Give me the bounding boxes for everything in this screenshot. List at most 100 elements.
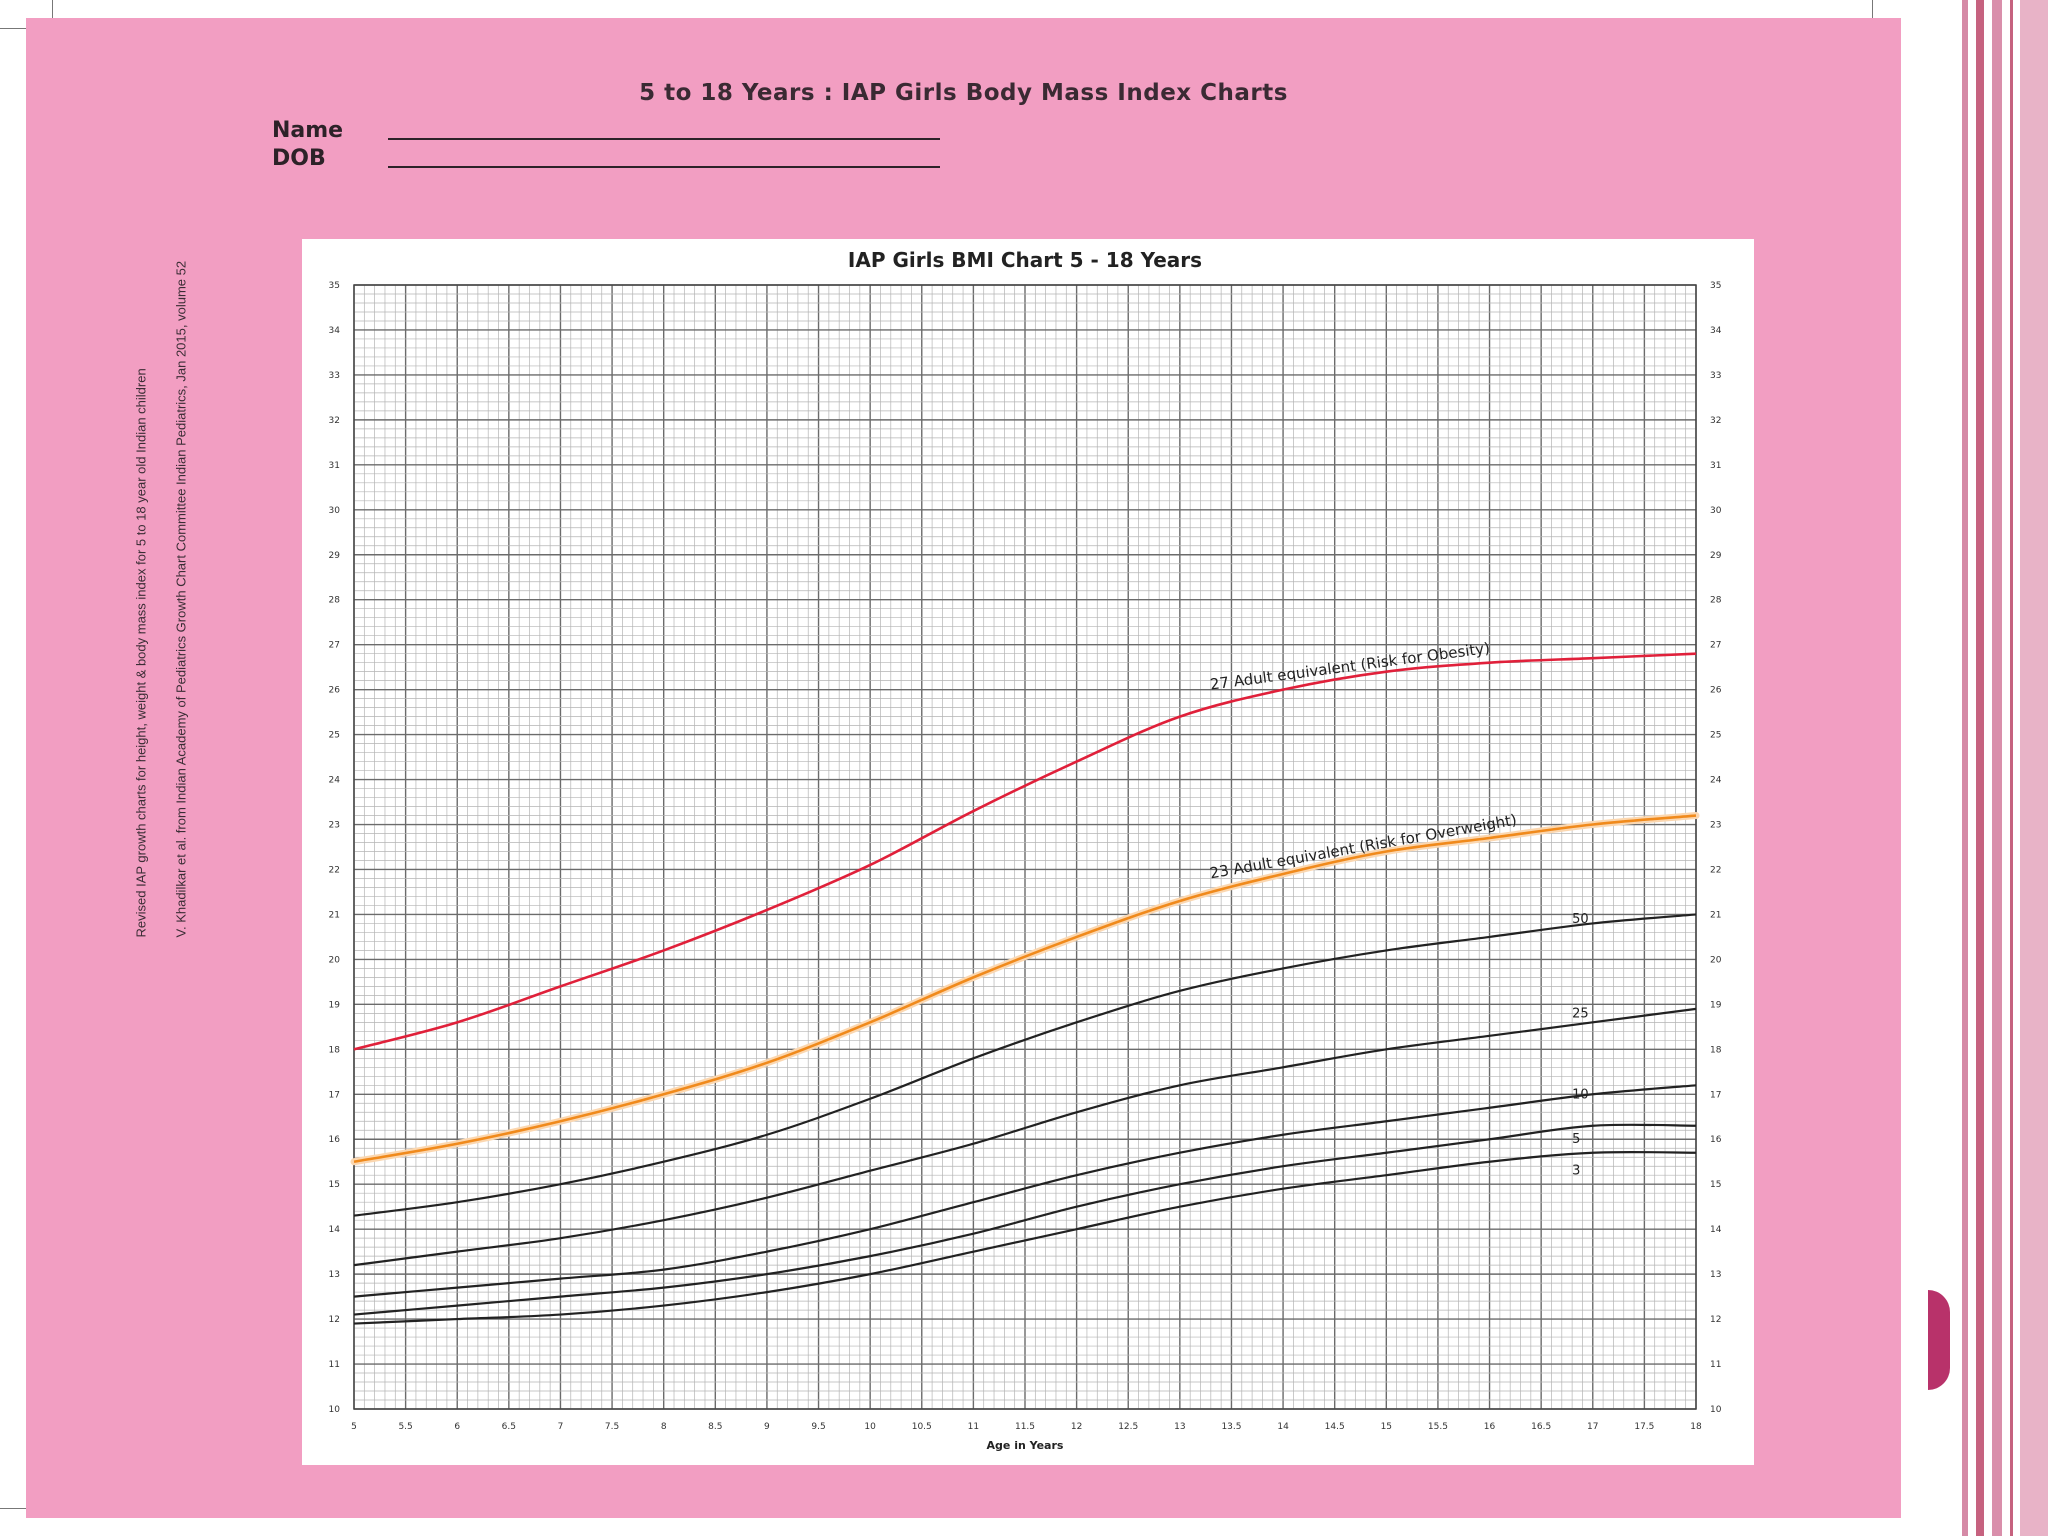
y-tick-label-right: 33 <box>1710 371 1721 381</box>
y-tick-label-left: 25 <box>329 731 340 741</box>
y-tick-label-left: 21 <box>329 910 340 920</box>
y-tick-label-right: 32 <box>1710 416 1721 426</box>
series-line <box>353 1084 1697 1298</box>
y-tick-label-right: 11 <box>1710 1360 1721 1370</box>
y-tick-label-left: 30 <box>329 506 341 516</box>
x-tick-label: 18 <box>1690 1422 1702 1432</box>
y-tick-label-right: 31 <box>1710 461 1721 471</box>
y-tick-label-left: 27 <box>329 641 340 651</box>
x-tick-label: 13 <box>1174 1422 1185 1432</box>
y-tick-label-left: 15 <box>329 1180 340 1190</box>
x-tick-label: 11 <box>968 1422 979 1432</box>
x-tick-label: 9.5 <box>811 1422 825 1432</box>
y-tick-label-right: 28 <box>1710 596 1722 606</box>
series-label-p10: 10 <box>1572 1087 1589 1102</box>
y-tick-label-left: 16 <box>329 1135 341 1145</box>
side-note-line2: V. Khadilkar et al. from Indian Academy … <box>173 260 189 938</box>
x-tick-label: 5 <box>351 1422 357 1432</box>
chart-panel: IAP Girls BMI Chart 5 - 18 Years Age in Y… <box>302 239 1754 1465</box>
x-tick-label: 6 <box>454 1422 460 1432</box>
series-line <box>353 913 1697 1217</box>
y-tick-label-left: 23 <box>329 821 340 831</box>
series-line <box>353 814 1697 1164</box>
y-tick-label-right: 13 <box>1710 1270 1721 1280</box>
x-tick-label: 16 <box>1484 1422 1496 1432</box>
y-tick-label-left: 28 <box>329 596 341 606</box>
x-tick-label: 15.5 <box>1428 1422 1448 1432</box>
y-tick-label-left: 12 <box>329 1315 340 1325</box>
x-tick-label: 12.5 <box>1118 1422 1138 1432</box>
y-tick-label-left: 22 <box>329 865 340 875</box>
y-tick-label-left: 32 <box>329 416 340 426</box>
y-tick-label-right: 26 <box>1710 686 1722 696</box>
y-tick-label-right: 20 <box>1710 955 1722 965</box>
series-label-p5: 5 <box>1572 1132 1580 1147</box>
y-tick-label-left: 10 <box>329 1405 341 1415</box>
y-tick-label-right: 14 <box>1710 1225 1722 1235</box>
y-tick-label-right: 12 <box>1710 1315 1721 1325</box>
y-tick-label-right: 27 <box>1710 641 1721 651</box>
x-tick-label: 14 <box>1277 1422 1289 1432</box>
decorative-bar <box>2010 0 2013 1536</box>
y-tick-label-right: 25 <box>1710 731 1721 741</box>
x-tick-label: 10.5 <box>912 1422 932 1432</box>
y-tick-label-left: 31 <box>329 461 340 471</box>
y-tick-label-left: 35 <box>329 281 340 291</box>
series-label-p3: 3 <box>1572 1164 1580 1179</box>
y-tick-label-left: 13 <box>329 1270 340 1280</box>
decorative-bar <box>1992 0 2002 1536</box>
name-line <box>388 138 940 140</box>
x-axis-label: Age in Years <box>987 1439 1064 1452</box>
x-tick-label: 11.5 <box>1015 1422 1035 1432</box>
y-tick-label-right: 22 <box>1710 865 1721 875</box>
y-tick-label-right: 23 <box>1710 821 1721 831</box>
slide-pager-tab[interactable] <box>1928 1290 1950 1390</box>
series-line <box>353 1150 1697 1325</box>
y-tick-label-left: 20 <box>329 955 341 965</box>
frame-line-left <box>52 0 53 18</box>
y-tick-label-right: 15 <box>1710 1180 1721 1190</box>
series-line <box>353 1123 1697 1316</box>
x-tick-label: 8 <box>661 1422 667 1432</box>
y-tick-label-left: 34 <box>329 326 341 336</box>
y-tick-label-right: 16 <box>1710 1135 1722 1145</box>
name-label: Name <box>272 118 344 143</box>
y-tick-label-right: 35 <box>1710 281 1721 291</box>
y-tick-label-right: 29 <box>1710 551 1722 561</box>
y-tick-label-left: 26 <box>329 686 341 696</box>
y-tick-label-left: 19 <box>329 1000 341 1010</box>
plot-border <box>353 284 1697 1410</box>
y-tick-label-left: 33 <box>329 371 340 381</box>
x-tick-label: 17 <box>1587 1422 1598 1432</box>
series-label-p25: 25 <box>1572 1006 1589 1021</box>
y-tick-label-right: 30 <box>1710 506 1722 516</box>
series-label-p50: 50 <box>1572 912 1589 927</box>
bmi-chart: IAP Girls BMI Chart 5 - 18 Years Age in Y… <box>329 248 1722 1452</box>
y-tick-label-left: 17 <box>329 1090 340 1100</box>
decorative-bar <box>1962 0 1968 1536</box>
chart-title: IAP Girls BMI Chart 5 - 18 Years <box>848 248 1202 272</box>
series-line <box>353 1007 1697 1267</box>
decorative-bar <box>1976 0 1984 1536</box>
dob-label: DOB <box>272 146 326 171</box>
y-tick-label-right: 24 <box>1710 776 1722 786</box>
x-tick-label: 6.5 <box>502 1422 516 1432</box>
decorative-bar <box>2020 0 2048 1536</box>
x-tick-label: 5.5 <box>398 1422 412 1432</box>
x-tick-label: 9 <box>764 1422 770 1432</box>
x-tick-label: 13.5 <box>1221 1422 1241 1432</box>
x-tick-label: 14.5 <box>1325 1422 1345 1432</box>
y-tick-label-right: 19 <box>1710 1000 1722 1010</box>
x-tick-label: 15 <box>1381 1422 1392 1432</box>
sheet-title: 5 to 18 Years : IAP Girls Body Mass Inde… <box>639 80 1288 106</box>
chart-sheet: 5 to 18 Years : IAP Girls Body Mass Inde… <box>26 18 1901 1518</box>
dob-line <box>388 166 940 168</box>
series-line <box>353 652 1697 1051</box>
y-tick-label-left: 18 <box>329 1045 341 1055</box>
y-tick-label-left: 29 <box>329 551 341 561</box>
x-tick-label: 10 <box>864 1422 876 1432</box>
x-tick-label: 7.5 <box>605 1422 619 1432</box>
y-tick-label-right: 10 <box>1710 1405 1722 1415</box>
y-tick-label-left: 24 <box>329 776 341 786</box>
y-tick-label-right: 34 <box>1710 326 1722 336</box>
